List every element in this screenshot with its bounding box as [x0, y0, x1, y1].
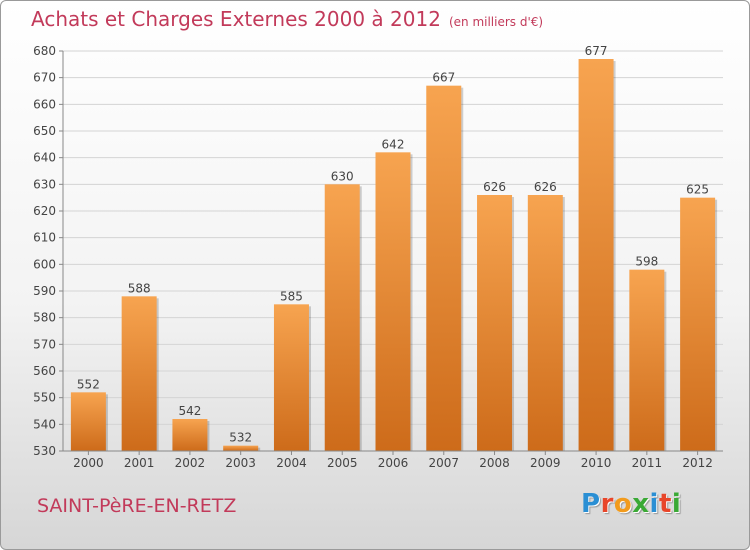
- bar-2006: [375, 152, 411, 452]
- bar-2008: [477, 195, 513, 451]
- bar-2012: [680, 197, 716, 451]
- data-label-2007: 667: [432, 71, 455, 85]
- x-tick-label: 2005: [327, 456, 358, 470]
- bar-2002: [172, 419, 208, 451]
- bar-2005: [324, 184, 360, 452]
- logo-letter: P: [581, 489, 601, 519]
- data-labels: 552 588 542 532 585 630 642 667 626 626 677 598 625: [77, 44, 709, 445]
- data-label-2012: 625: [686, 183, 709, 197]
- data-label-2010: 677: [585, 44, 608, 58]
- bar-2009: [527, 195, 563, 451]
- y-tick-label: 620: [33, 204, 56, 218]
- bar-2001: [121, 296, 157, 451]
- data-label-2011: 598: [635, 255, 658, 269]
- y-tick-label: 670: [33, 71, 56, 85]
- logo-letter: i: [649, 489, 659, 519]
- bar-2000: [70, 392, 106, 451]
- y-axis-ticks: 530 540 550 560 570 580 590 600 610 620 630 640 650 6…: [33, 44, 63, 458]
- data-label-2000: 552: [77, 377, 100, 391]
- data-label-2004: 585: [280, 289, 303, 303]
- y-tick-label: 530: [33, 444, 56, 458]
- x-tick-label: 2003: [225, 456, 256, 470]
- y-tick-label: 560: [33, 364, 56, 378]
- x-tick-label: 2006: [378, 456, 409, 470]
- axes: [62, 51, 723, 452]
- x-tick-label: 2012: [682, 456, 713, 470]
- bar-2004: [273, 304, 309, 451]
- logo-letter: r: [600, 489, 614, 519]
- x-tick-label: 2002: [175, 456, 206, 470]
- x-tick-label: 2000: [73, 456, 104, 470]
- y-tick-label: 650: [33, 124, 56, 138]
- data-label-2002: 542: [178, 404, 201, 418]
- x-tick-label: 2009: [530, 456, 561, 470]
- logo-letter: i: [671, 489, 682, 519]
- y-tick-label: 640: [33, 151, 56, 165]
- bar-2007: [426, 85, 462, 452]
- y-tick-label: 580: [33, 311, 56, 325]
- logo-letter: t: [658, 489, 672, 519]
- chart-title: Achats et Charges Externes 2000 à 2012 (e…: [31, 7, 543, 31]
- bar-2011: [629, 269, 665, 451]
- x-tick-label: 2011: [632, 456, 663, 470]
- x-tick-label: 2008: [479, 456, 510, 470]
- y-tick-label: 550: [33, 391, 56, 405]
- y-tick-label: 590: [33, 284, 56, 298]
- bars: [70, 59, 718, 452]
- y-tick-label: 660: [33, 97, 56, 111]
- y-tick-label: 540: [33, 417, 56, 431]
- x-tick-label: 2004: [276, 456, 307, 470]
- x-tick-label: 2010: [581, 456, 612, 470]
- bar-2010: [578, 59, 614, 451]
- proxiti-logo: Proxiti: [581, 489, 681, 519]
- chart-title-main: Achats et Charges Externes 2000 à 2012: [31, 7, 441, 31]
- x-tick-label: 2007: [428, 456, 459, 470]
- y-tick-label: 600: [33, 257, 56, 271]
- data-label-2005: 630: [331, 169, 354, 183]
- data-label-2009: 626: [534, 180, 557, 194]
- y-tick-label: 570: [33, 337, 56, 351]
- bar-2003: [223, 445, 259, 451]
- data-label-2003: 532: [229, 431, 252, 445]
- logo-letter: o: [613, 489, 633, 519]
- data-label-2008: 626: [483, 180, 506, 194]
- data-label-2001: 588: [128, 281, 151, 295]
- commune-name: SAINT-PèRE-EN-RETZ: [37, 495, 237, 517]
- chart-title-unit: (en milliers d'€): [448, 15, 544, 29]
- x-axis-ticks: 2000 2001 2002 2003 2004 2005 2006 2007 2008 2009…: [73, 451, 713, 470]
- y-tick-label: 630: [33, 177, 56, 191]
- y-tick-label: 610: [33, 231, 56, 245]
- data-label-2006: 642: [382, 137, 405, 151]
- y-tick-label: 680: [33, 44, 56, 58]
- logo-letter: x: [632, 489, 650, 519]
- x-tick-label: 2001: [124, 456, 155, 470]
